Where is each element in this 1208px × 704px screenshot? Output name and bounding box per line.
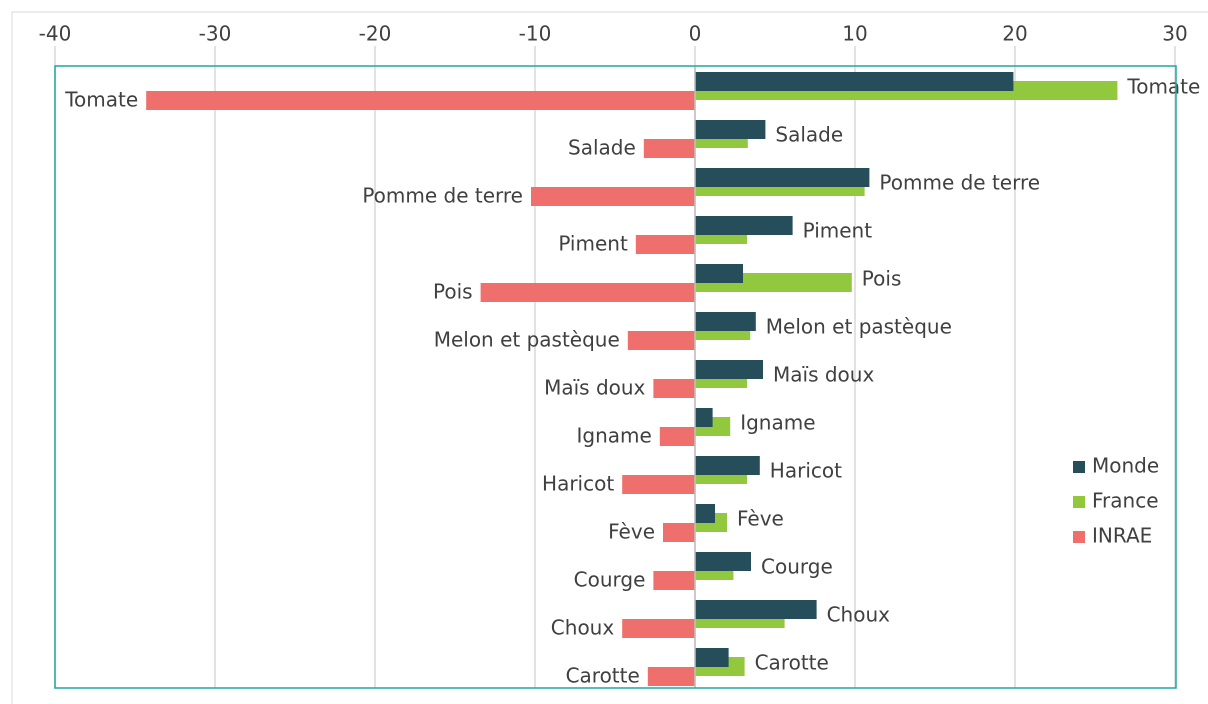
category-label: Salade <box>775 123 843 147</box>
bar <box>695 168 870 187</box>
bar <box>695 360 763 379</box>
plot-border <box>54 65 1177 689</box>
bar <box>643 139 695 158</box>
legend-swatch <box>1073 496 1085 508</box>
category-label: Piment <box>803 219 873 243</box>
bar <box>635 235 695 254</box>
x-tick-label: 10 <box>842 22 867 46</box>
bar <box>627 331 695 350</box>
category-label: Igname <box>740 411 815 435</box>
bar <box>695 216 793 235</box>
category-label: Tomate <box>64 88 138 112</box>
category-label: Carotte <box>566 664 640 688</box>
x-tick-label: -40 <box>39 22 72 46</box>
legend-swatch <box>1073 461 1085 473</box>
category-label: Courge <box>574 568 646 592</box>
category-label: Choux <box>827 603 891 627</box>
bar <box>622 619 695 638</box>
category-label: Pois <box>433 280 473 304</box>
category-label: Pomme de terre <box>362 184 523 208</box>
x-tick-label: 0 <box>689 22 702 46</box>
bar <box>695 408 713 427</box>
bar <box>695 120 766 139</box>
category-label: Fève <box>737 507 784 531</box>
x-tick-label: 20 <box>1002 22 1027 46</box>
bar <box>695 72 1014 91</box>
category-label: Salade <box>568 136 636 160</box>
bar <box>659 427 695 446</box>
x-tick-label: -30 <box>199 22 232 46</box>
category-label: Melon et pastèque <box>434 328 620 352</box>
bar <box>695 312 756 331</box>
bar <box>695 456 760 475</box>
category-label: Igname <box>576 424 651 448</box>
category-label: Tomate <box>1126 75 1200 99</box>
category-label: Carotte <box>755 651 829 675</box>
category-label: Piment <box>558 232 628 256</box>
legend-label: Monde <box>1092 454 1159 478</box>
legend-label: France <box>1092 489 1159 513</box>
category-label: Haricot <box>770 459 842 483</box>
bar <box>663 523 695 542</box>
legend-label: INRAE <box>1092 524 1152 548</box>
bar <box>695 600 817 619</box>
chart-frame <box>11 11 1208 704</box>
category-label: Maïs doux <box>773 363 874 387</box>
category-label: Courge <box>761 555 833 579</box>
bar <box>531 187 695 206</box>
bar <box>647 667 695 686</box>
bar <box>653 379 695 398</box>
x-tick-label: 30 <box>1162 22 1187 46</box>
category-label: Haricot <box>542 472 614 496</box>
category-label: Fève <box>608 520 655 544</box>
category-label: Pois <box>862 267 902 291</box>
category-label: Choux <box>551 616 615 640</box>
bar <box>695 648 729 667</box>
bar <box>480 283 695 302</box>
legend-swatch <box>1073 531 1085 543</box>
bar <box>695 264 743 283</box>
category-label: Melon et pastèque <box>766 315 952 339</box>
category-label: Pomme de terre <box>879 171 1040 195</box>
bar <box>695 504 715 523</box>
bar <box>622 475 695 494</box>
x-tick-label: -20 <box>359 22 392 46</box>
category-label: Maïs doux <box>544 376 645 400</box>
bar <box>653 571 695 590</box>
bar <box>146 91 695 110</box>
bar <box>695 552 751 571</box>
x-tick-label: -10 <box>519 22 552 46</box>
